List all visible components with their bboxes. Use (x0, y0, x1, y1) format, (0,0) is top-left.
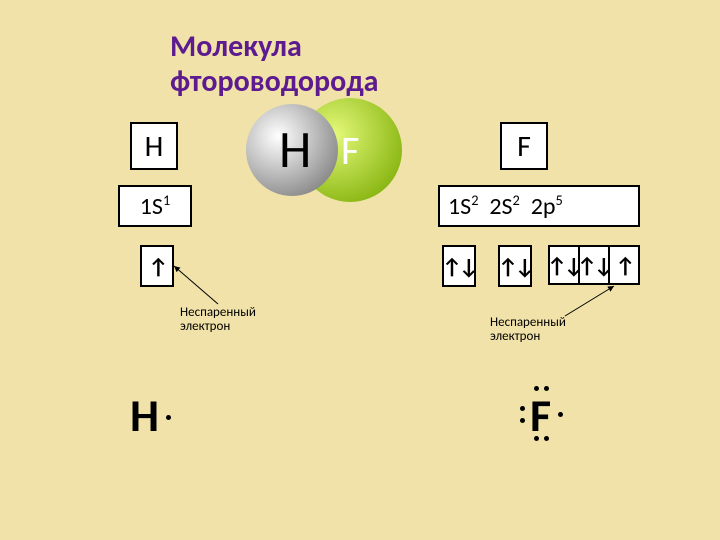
f-lewis: F (530, 388, 551, 444)
arrows-updown-icon: ↑↓ (498, 253, 532, 280)
arrow-up-icon: ↑ (616, 252, 633, 279)
f-2p-cell-3: ↑ (608, 245, 640, 285)
f-unpaired-label: Неспаренный электрон (490, 316, 600, 345)
electron-dot-icon (544, 436, 549, 441)
f-1s-orbital: ↑↓ (442, 245, 476, 287)
h-lewis-symbol: H (130, 388, 159, 444)
electron-dot-icon (544, 386, 549, 391)
electron-dot-icon (534, 436, 539, 441)
f-atom-box: F (500, 122, 548, 170)
f-atom-label: F (517, 128, 531, 165)
f-2p-cell-2: ↑↓ (578, 245, 610, 285)
f-2p-cell-1: ↑↓ (548, 245, 580, 285)
arrows-updown-icon: ↑↓ (577, 252, 611, 279)
electron-dot-icon (558, 412, 563, 417)
electron-dot-icon (520, 406, 525, 411)
electron-dot-icon (520, 418, 525, 423)
electron-dot-icon (534, 386, 539, 391)
f-config-box: 1S2 2S2 2p5 (438, 185, 640, 227)
h-lewis: H (130, 388, 159, 444)
arrows-updown-icon: ↑↓ (547, 252, 581, 279)
f-2p-orbitals: ↑↓ ↑↓ ↑ (548, 245, 640, 285)
arrows-updown-icon: ↑↓ (442, 253, 476, 280)
f-2s-orbital: ↑↓ (498, 245, 532, 287)
electron-dot-icon (166, 415, 171, 420)
f-config-text: 1S2 2S2 2p5 (448, 191, 563, 221)
